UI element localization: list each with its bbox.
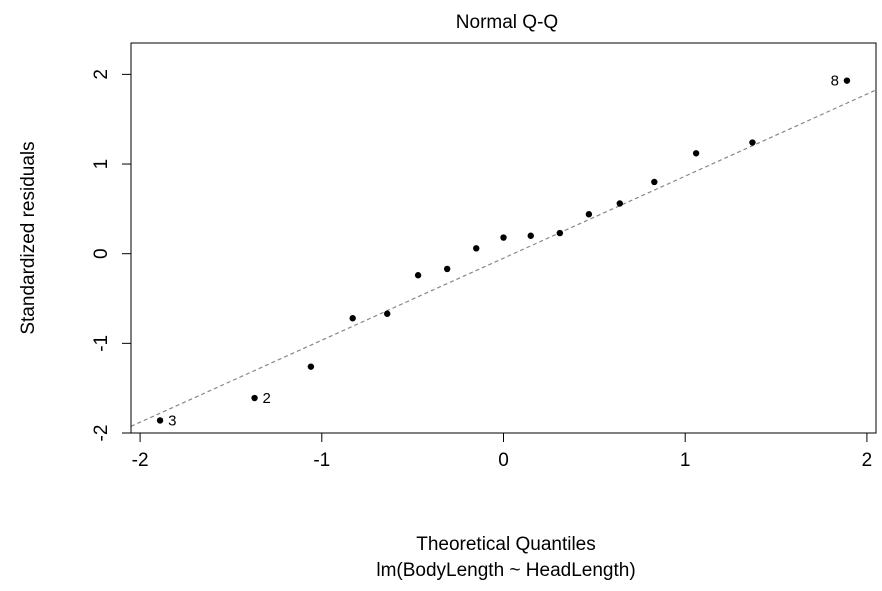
data-point xyxy=(749,139,756,146)
data-point xyxy=(843,77,851,84)
data-point xyxy=(349,315,356,322)
data-point xyxy=(473,245,480,252)
y-tick-label: -1 xyxy=(91,335,112,352)
data-point xyxy=(585,211,593,218)
data-point xyxy=(251,394,258,402)
y-tick-label: 2 xyxy=(91,69,112,80)
y-axis: -2 -1 0 1 2 xyxy=(91,69,132,442)
x-axis-subtitle: lm(BodyLength ~ HeadLength) xyxy=(376,560,635,581)
y-axis-label: Standardized residuals xyxy=(18,141,39,334)
x-tick-label: 0 xyxy=(498,450,509,471)
y-tick-label: 1 xyxy=(91,159,112,170)
x-tick-label: 2 xyxy=(862,450,873,471)
x-tick-label: -1 xyxy=(313,450,330,471)
data-point xyxy=(692,150,700,157)
data-point xyxy=(527,232,534,239)
x-axis: -2 -1 0 1 2 xyxy=(132,432,873,471)
data-point xyxy=(651,178,658,186)
point-label: 2 xyxy=(263,390,271,407)
y-tick-label: -2 xyxy=(91,425,112,442)
data-point xyxy=(414,272,422,279)
data-point xyxy=(556,229,564,237)
points-group xyxy=(156,77,851,424)
data-point xyxy=(384,310,391,317)
x-axis-label: Theoretical Quantiles xyxy=(416,534,596,555)
data-point xyxy=(156,417,164,424)
chart-title: Normal Q-Q xyxy=(456,12,558,33)
point-labels-group: 3 2 8 xyxy=(168,73,839,430)
reference-line-group xyxy=(131,89,876,427)
x-tick-label: 1 xyxy=(680,450,691,471)
x-tick-label: -2 xyxy=(132,450,149,471)
data-point xyxy=(500,234,507,241)
data-point xyxy=(307,363,315,370)
reference-line xyxy=(131,89,876,427)
y-tick-label: 0 xyxy=(91,248,112,259)
data-point xyxy=(443,265,451,273)
data-point xyxy=(616,200,623,207)
point-label: 3 xyxy=(168,412,176,429)
point-label: 8 xyxy=(831,73,839,90)
